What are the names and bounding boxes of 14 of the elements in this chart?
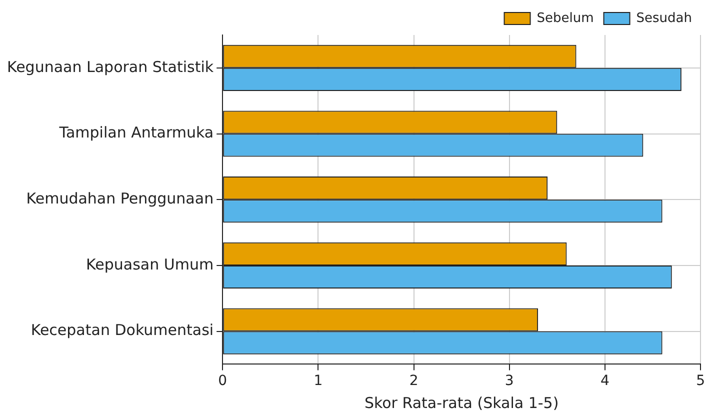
- x-tick-label: 4: [600, 373, 610, 390]
- y-tick-label: Kepuasan Umum: [86, 255, 214, 274]
- x-tick-label: 1: [314, 373, 323, 390]
- x-axis-title: Skor Rata-rata (Skala 1-5): [364, 394, 559, 412]
- y-tick-label: Kecepatan Dokumentasi: [30, 321, 214, 340]
- legend-label: Sebelum: [536, 10, 594, 26]
- x-tick-label: 5: [696, 373, 706, 390]
- y-tick-label: Kemudahan Penggunaan: [26, 189, 214, 208]
- x-tick-label: 0: [218, 373, 228, 390]
- y-tick-label: Kegunaan Laporan Statistik: [6, 58, 214, 76]
- y-tick-label: Tampilan Antarmuka: [58, 124, 214, 142]
- x-tick-label: 3: [504, 373, 514, 390]
- x-tick-label: 2: [409, 373, 418, 390]
- legend-label: Sesudah: [636, 10, 692, 26]
